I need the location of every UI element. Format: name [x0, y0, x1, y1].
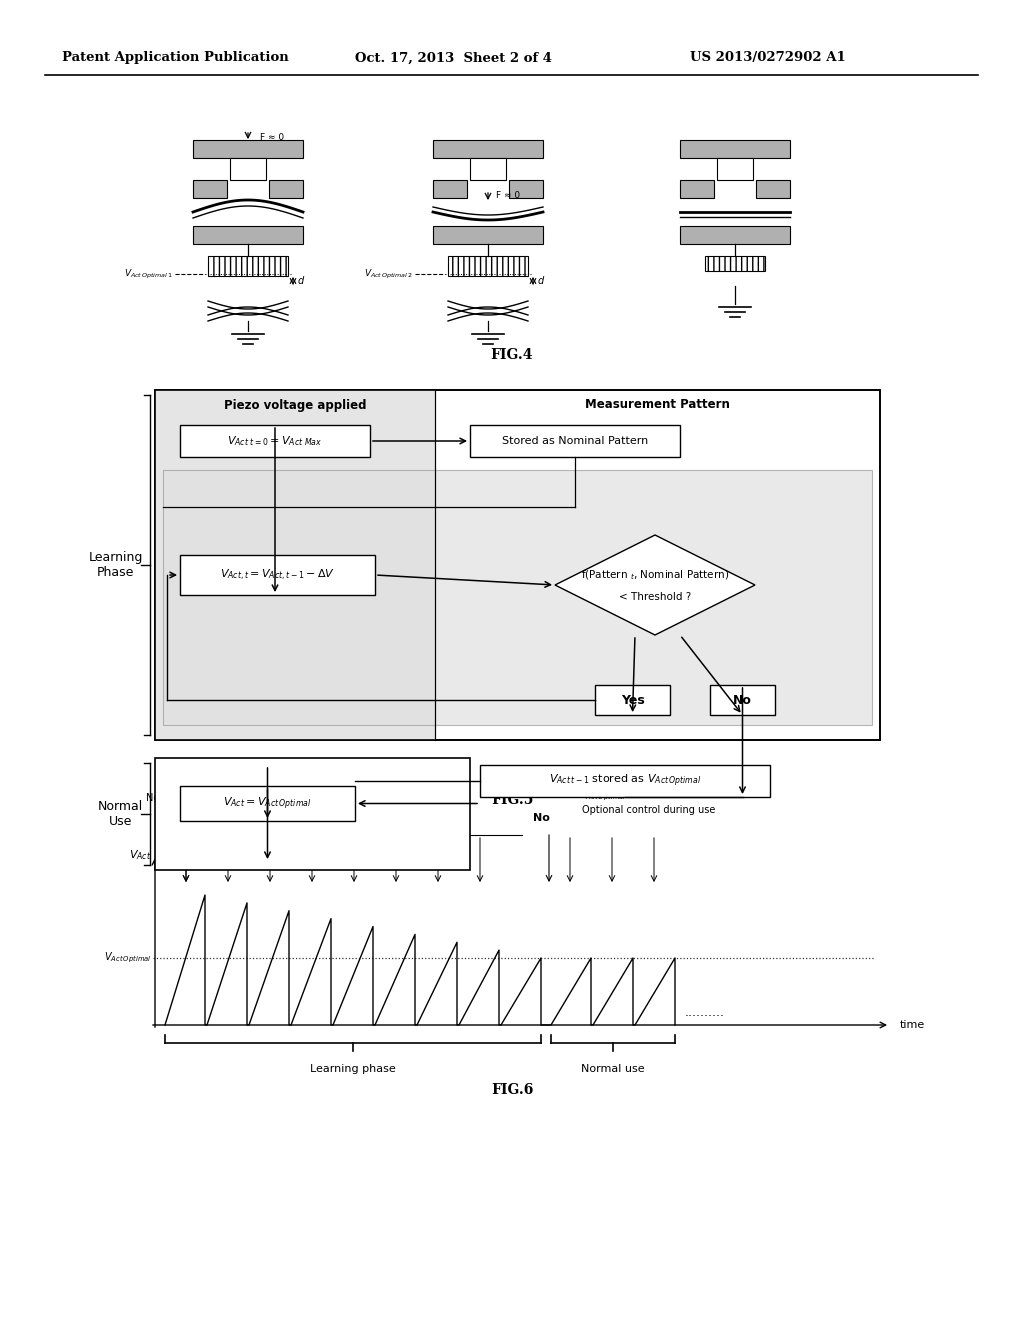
Bar [155, 758, 470, 870]
Text: < Threshold ?: < Threshold ? [618, 591, 691, 602]
Text: Learning
Phase: Learning Phase [89, 550, 143, 579]
Text: Normal use: Normal use [582, 1064, 645, 1074]
Text: FIG.5: FIG.5 [490, 793, 534, 807]
Text: No: No [733, 693, 752, 706]
Text: ..........: .......... [685, 1006, 725, 1019]
Bar [680, 140, 790, 158]
Text: No: No [532, 813, 550, 822]
Text: F ≈ 0: F ≈ 0 [260, 132, 284, 141]
Bar [163, 470, 872, 725]
Bar [180, 785, 355, 821]
Text: Oct. 17, 2013  Sheet 2 of 4: Oct. 17, 2013 Sheet 2 of 4 [355, 51, 552, 65]
Text: US 2013/0272902 A1: US 2013/0272902 A1 [690, 51, 846, 65]
Text: Patent Application Publication: Patent Application Publication [62, 51, 289, 65]
Text: f(Pattern $_{t}$, Nominal Pattern): f(Pattern $_{t}$, Nominal Pattern) [581, 568, 729, 582]
Bar [193, 140, 303, 158]
Bar [595, 685, 670, 715]
Text: Measurement Pattern: Measurement Pattern [585, 399, 730, 412]
Bar [680, 140, 790, 158]
Text: Piezo voltage applied: Piezo voltage applied [224, 399, 367, 412]
Bar [680, 180, 714, 198]
Bar [433, 140, 543, 158]
Bar [180, 554, 375, 595]
Bar [155, 389, 435, 741]
Text: Nominal Pattern
Stored: Nominal Pattern Stored [146, 793, 225, 814]
Text: F ≈ 0: F ≈ 0 [496, 191, 520, 201]
Text: Stored as Nominal Pattern: Stored as Nominal Pattern [502, 436, 648, 446]
Bar [680, 226, 790, 244]
Bar [756, 180, 790, 198]
Text: Normal
Use: Normal Use [97, 800, 143, 828]
Bar [433, 140, 543, 158]
Text: d: d [298, 276, 304, 286]
Text: d: d [538, 276, 544, 286]
Polygon shape [555, 535, 755, 635]
Bar [449, 256, 528, 276]
Bar [155, 389, 880, 741]
Bar [509, 180, 543, 198]
Text: $V_{Act\ t=0} = V_{Act\ Max}$: $V_{Act\ t=0} = V_{Act\ Max}$ [227, 434, 323, 447]
Text: FIG.6: FIG.6 [490, 1082, 534, 1097]
Bar [433, 180, 467, 198]
Bar [509, 180, 543, 198]
Bar [710, 685, 775, 715]
Bar [680, 226, 790, 244]
Bar [470, 158, 506, 180]
Bar [193, 226, 303, 244]
Bar [269, 180, 303, 198]
Bar [193, 180, 227, 198]
Bar [705, 256, 765, 271]
Bar [470, 425, 680, 457]
Text: $V_{Act\,Optimal\,2}$: $V_{Act\,Optimal\,2}$ [365, 268, 413, 281]
Bar [433, 180, 467, 198]
Bar [756, 180, 790, 198]
Text: $V_{Act\,t-1}$ stored as $V_{Act\,Optimal}$: $V_{Act\,t-1}$ stored as $V_{Act\,Optima… [549, 772, 701, 789]
Bar [433, 226, 543, 244]
Bar [680, 180, 714, 198]
Bar [230, 158, 266, 180]
Text: FIG.4: FIG.4 [490, 348, 534, 362]
Text: $V_{Act\,Optimal}$ used for actuation
Optional control during use: $V_{Act\,Optimal}$ used for actuation Op… [579, 789, 719, 814]
Text: time: time [900, 1020, 926, 1030]
Bar [155, 389, 880, 741]
Bar [193, 180, 227, 198]
Bar [208, 256, 288, 276]
Text: $V_{Act}$: $V_{Act}$ [129, 849, 152, 862]
Text: Yes $\rightarrow$ $V_{Act}$ is decreased: Yes $\rightarrow$ $V_{Act}$ is decreased [275, 816, 394, 830]
Bar [717, 158, 753, 180]
Text: Yes: Yes [621, 693, 644, 706]
Text: Pattern $_{t}$ - Nominal Pattern < Threshold ?: Pattern $_{t}$ - Nominal Pattern < Thres… [233, 801, 436, 814]
Text: Learning phase: Learning phase [310, 1064, 396, 1074]
Text: $V_{Act\,Optimal}$: $V_{Act\,Optimal}$ [104, 950, 152, 965]
Bar [480, 766, 770, 797]
Text: $V_{Act} = V_{Act\,Optimal}$: $V_{Act} = V_{Act\,Optimal}$ [223, 795, 311, 812]
Bar [180, 425, 370, 457]
Text: $V_{Act,t} = V_{Act,t-1} - \Delta V$: $V_{Act,t} = V_{Act,t-1} - \Delta V$ [220, 568, 335, 582]
Bar [193, 226, 303, 244]
Bar [269, 180, 303, 198]
Text: $V_{Act\,Optimal\,1}$: $V_{Act\,Optimal\,1}$ [124, 268, 173, 281]
Bar [433, 226, 543, 244]
Bar [193, 140, 303, 158]
